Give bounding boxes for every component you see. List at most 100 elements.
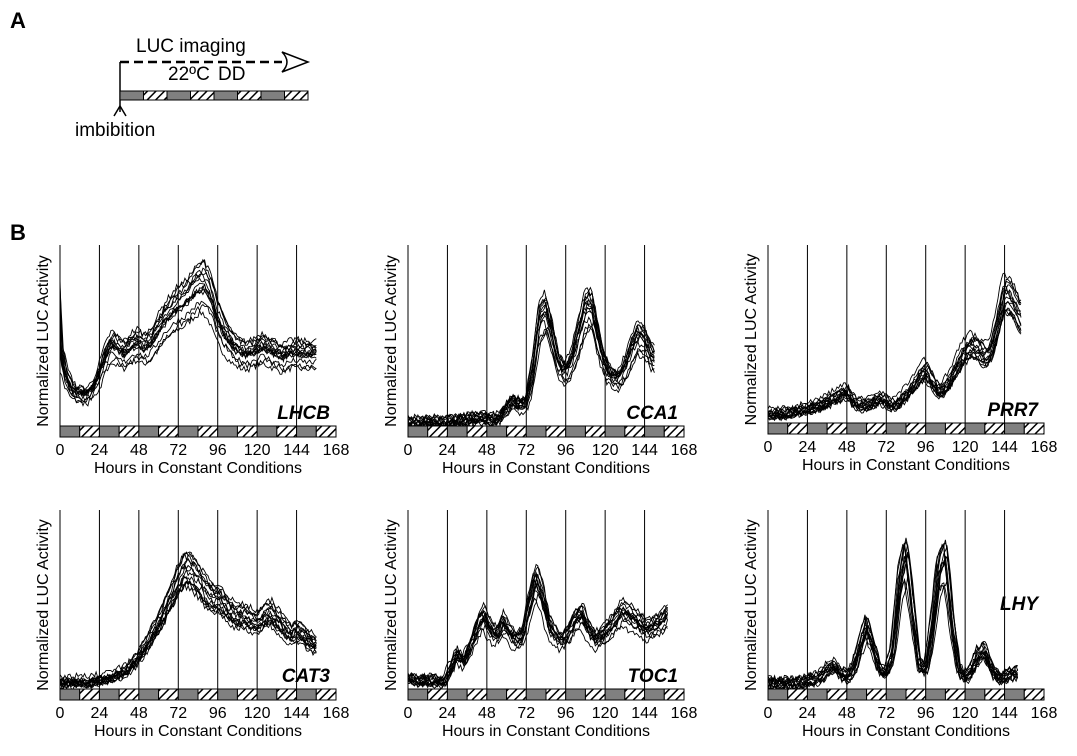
luc-trace xyxy=(407,316,655,423)
subjective-day-box xyxy=(525,688,547,701)
x-tick-label: 48 xyxy=(130,442,148,459)
plot-prr7: 0 24 48 72 96 120 144 168 Hours in Constant Cond… xyxy=(743,245,1057,474)
y-axis-label: Normalized LUC Activity xyxy=(743,519,760,691)
subjective-day-box xyxy=(565,688,586,701)
x-tick-label: 0 xyxy=(56,705,65,722)
light-condition-label: DD xyxy=(218,64,245,85)
subjective-night-box xyxy=(545,688,567,701)
subjective-night-box xyxy=(826,422,848,435)
subjective-day-box xyxy=(256,425,278,438)
subjective-night-box xyxy=(944,422,966,435)
x-tick-label: 24 xyxy=(799,705,817,722)
subjective-day-box xyxy=(806,688,828,701)
x-tick-label: 144 xyxy=(283,442,310,459)
luc-trace xyxy=(767,540,1019,683)
subjective-night-box xyxy=(276,688,298,701)
subjective-day-box xyxy=(119,90,144,101)
subjective-night-box xyxy=(276,425,298,438)
subjective-day-box xyxy=(296,688,317,701)
subjective-day-box xyxy=(177,425,199,438)
subjective-day-box xyxy=(964,422,986,435)
subjective-day-box xyxy=(767,422,789,435)
subjective-day-box xyxy=(213,90,238,101)
x-tick-label: 72 xyxy=(517,705,535,722)
gene-label: TOC1 xyxy=(628,666,678,687)
x-tick-label: 96 xyxy=(557,442,575,459)
subjective-night-box xyxy=(584,425,606,438)
luc-trace xyxy=(767,307,1022,417)
luc-trace xyxy=(59,288,317,396)
subjective-night-box xyxy=(143,90,168,101)
luc-trace xyxy=(407,291,655,427)
luc-trace xyxy=(767,576,1018,688)
x-tick-label: 0 xyxy=(764,705,773,722)
y-axis-label: Normalized LUC Activity xyxy=(35,255,52,427)
luc-trace xyxy=(767,543,1018,690)
x-tick-label: 168 xyxy=(323,442,350,459)
subjective-night-box xyxy=(197,688,219,701)
subjective-day-box xyxy=(644,425,665,438)
subjective-day-box xyxy=(296,425,317,438)
subjective-day-box xyxy=(59,688,81,701)
x-tick-label: 24 xyxy=(439,705,457,722)
subjective-night-box xyxy=(866,688,887,701)
panel-b-plots: 0 24 48 72 96 120 144 168 Hours in Constant Cond… xyxy=(35,245,1057,740)
x-tick-label: 96 xyxy=(209,705,227,722)
subjective-day-box xyxy=(217,688,238,701)
luc-trace xyxy=(767,578,1019,686)
x-tick-label: 72 xyxy=(517,442,535,459)
subjective-night-box xyxy=(158,688,179,701)
y-axis-label: Normalized LUC Activity xyxy=(383,255,400,427)
subjective-night-box xyxy=(427,425,448,438)
x-tick-label: 120 xyxy=(592,705,619,722)
subjective-night-box xyxy=(787,422,808,435)
x-tick-label: 96 xyxy=(917,439,935,456)
gene-label: PRR7 xyxy=(987,400,1039,421)
luc-trace xyxy=(59,303,317,407)
subjective-day-box xyxy=(885,688,907,701)
x-tick-label: 168 xyxy=(1031,439,1058,456)
subjective-night-box xyxy=(905,422,927,435)
x-tick-label: 0 xyxy=(404,705,413,722)
subjective-day-box xyxy=(446,425,468,438)
x-tick-label: 120 xyxy=(244,705,271,722)
luc-trace xyxy=(59,576,317,689)
luc-trace xyxy=(59,300,317,402)
subjective-day-box xyxy=(525,425,547,438)
subjective-day-box xyxy=(166,90,191,101)
subjective-night-box xyxy=(79,425,100,438)
x-axis-label: Hours in Constant Conditions xyxy=(802,457,1010,474)
luc-trace xyxy=(59,580,317,685)
subjective-day-box xyxy=(846,688,868,701)
subjective-night-box xyxy=(663,425,685,438)
x-tick-label: 0 xyxy=(404,442,413,459)
subjective-day-box xyxy=(964,688,986,701)
luc-trace xyxy=(767,577,1018,685)
subjective-night-box xyxy=(787,688,808,701)
subjective-day-box xyxy=(925,688,946,701)
subjective-day-box xyxy=(925,422,946,435)
subjective-night-box xyxy=(826,688,848,701)
subjective-night-box xyxy=(236,425,258,438)
subjective-night-box xyxy=(984,422,1006,435)
luc-trace xyxy=(59,581,317,684)
y-axis-label: Normalized LUC Activity xyxy=(743,254,760,426)
subjective-night-box xyxy=(584,688,606,701)
subjective-night-box xyxy=(663,688,685,701)
subjective-night-box xyxy=(506,688,527,701)
x-tick-label: 144 xyxy=(991,705,1018,722)
subjective-day-box xyxy=(407,688,429,701)
luc-trace xyxy=(767,272,1022,412)
luc-trace xyxy=(767,554,1019,691)
subjective-night-box xyxy=(624,688,646,701)
plot-toc1: 0 24 48 72 96 120 144 168 Hours in Constant Cond… xyxy=(383,510,697,740)
x-axis-label: Hours in Constant Conditions xyxy=(442,460,650,477)
imbibition-marker-icon xyxy=(113,104,127,117)
x-tick-label: 48 xyxy=(478,705,496,722)
subjective-night-box xyxy=(506,425,527,438)
luc-trace xyxy=(59,557,317,689)
subjective-night-box xyxy=(624,425,646,438)
luc-trace xyxy=(407,290,655,426)
subjective-day-box xyxy=(604,688,626,701)
